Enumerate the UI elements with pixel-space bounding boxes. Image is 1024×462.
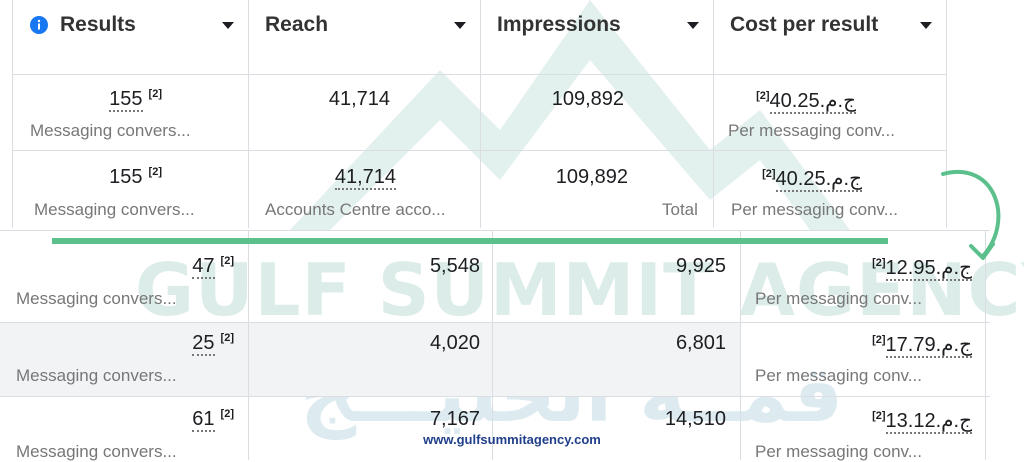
- table-row-4-results-sub: Messaging convers...: [16, 366, 177, 385]
- results-table-top: Results Reach Impressions Cost per resul…: [0, 0, 950, 230]
- table-row-2-reach-sub: Accounts Centre acco...: [265, 200, 446, 219]
- table-row-3-reach: 5,548: [429, 255, 480, 277]
- table-row-1-results[interactable]: 155 [2]: [109, 88, 162, 112]
- results-sort-caret-icon[interactable]: [222, 22, 234, 29]
- table-row-5-cost[interactable]: ج.م.13.12[2]: [872, 410, 972, 434]
- column-header-cost-label: Cost per result: [730, 13, 879, 36]
- table-row-5-impressions: 14,510: [664, 408, 726, 430]
- highlight-divider-bar: [52, 238, 888, 244]
- table-row-5-results[interactable]: 61 [2]: [192, 408, 234, 432]
- cost-sort-caret-icon[interactable]: [920, 22, 932, 29]
- table-row-2-reach[interactable]: 41,714: [334, 166, 396, 190]
- table-row-3-results[interactable]: 47 [2]: [192, 255, 234, 279]
- table-row-4-results[interactable]: 25 [2]: [192, 332, 234, 356]
- table-row-3-results-sub: Messaging convers...: [16, 289, 177, 308]
- footer-url: www.gulfsummitagency.com: [423, 432, 601, 447]
- table-row-1-cost[interactable]: ج.م.40.25[2]: [756, 90, 856, 114]
- table-row-1-impressions: 109,892: [551, 88, 624, 110]
- column-header-results-label: Results: [60, 13, 136, 36]
- column-header-results[interactable]: Results: [30, 10, 240, 40]
- table-row-1-reach: 41,714: [328, 88, 390, 110]
- table-row-2-impressions: 109,892: [555, 166, 628, 188]
- reach-sort-caret-icon[interactable]: [454, 22, 466, 29]
- table-row-4-cost[interactable]: ج.م.17.79[2]: [872, 334, 972, 358]
- column-header-impressions[interactable]: Impressions: [497, 10, 697, 40]
- table-row-1-results-sub: Messaging convers...: [30, 121, 191, 140]
- table-row-2-impressions-sub: Total: [662, 200, 698, 219]
- impressions-sort-caret-icon[interactable]: [687, 22, 699, 29]
- column-header-reach-label: Reach: [265, 13, 329, 36]
- table-row-2-results-sub: Messaging convers...: [34, 200, 195, 219]
- results-table-bottom: [0, 230, 990, 460]
- curved-arrow-icon: [941, 170, 1001, 260]
- table-row-1-cost-sub: Per messaging conv...: [728, 121, 895, 140]
- table-row-5-reach: 7,167: [429, 408, 480, 430]
- column-header-impressions-label: Impressions: [497, 13, 621, 36]
- table-row-5-cost-sub: Per messaging conv...: [755, 442, 922, 461]
- table-row-3-impressions: 9,925: [675, 255, 726, 277]
- table-row-2-cost-sub: Per messaging conv...: [731, 200, 898, 219]
- table-row-4-cost-sub: Per messaging conv...: [755, 366, 922, 385]
- table-row-2-results: 155 [2]: [109, 166, 162, 188]
- table-row-3-cost[interactable]: ج.م.12.95[2]: [872, 257, 972, 281]
- column-header-reach[interactable]: Reach: [265, 10, 465, 40]
- info-icon[interactable]: [30, 16, 48, 34]
- hovered-row-background: [0, 322, 740, 396]
- table-row-3-cost-sub: Per messaging conv...: [755, 289, 922, 308]
- column-header-cost[interactable]: Cost per result: [730, 10, 930, 40]
- table-row-5-results-sub: Messaging convers...: [16, 442, 177, 461]
- table-row-2-cost[interactable]: ج.م.40.25[2]: [762, 168, 862, 192]
- table-row-4-impressions: 6,801: [675, 332, 726, 354]
- table-row-4-reach: 4,020: [429, 332, 480, 354]
- watermark-text: GULF SUMMIT AGENCY: [135, 248, 1024, 332]
